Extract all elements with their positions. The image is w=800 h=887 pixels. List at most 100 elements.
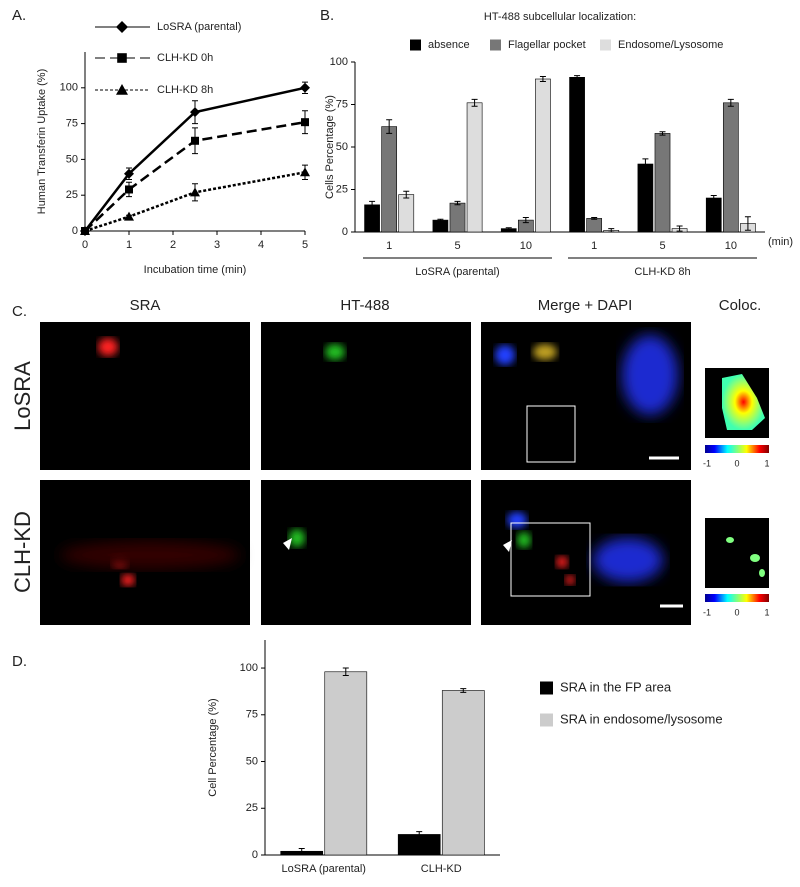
signal — [325, 344, 345, 360]
error-bar — [505, 227, 512, 230]
legend-label: SRA in endosome/lysosome — [560, 711, 723, 726]
y-tick-label: 0 — [72, 225, 78, 237]
signal — [517, 532, 531, 548]
signal — [533, 344, 557, 360]
arrowhead — [283, 538, 292, 550]
marker — [117, 53, 127, 63]
x-axis-label: Incubation time (min) — [144, 264, 247, 276]
y-tick-label: 0 — [252, 849, 258, 861]
bar — [432, 219, 449, 233]
image — [261, 480, 471, 625]
series-line — [84, 86, 306, 232]
y-axis-label: Human Transferin Uptake (%) — [36, 69, 48, 215]
y-axis-label: Cell Percentage (%) — [207, 698, 219, 796]
bar — [398, 194, 415, 233]
error-bar — [608, 228, 615, 233]
error-bar — [342, 667, 349, 677]
legend-label: CLH-KD 8h — [157, 84, 213, 96]
legend-label: absence — [428, 39, 470, 51]
error-bar — [727, 98, 734, 107]
x-tick-label: LoSRA (parental) — [282, 863, 366, 875]
panel-letter: B. — [320, 7, 334, 24]
error-bar — [460, 688, 467, 693]
x-tick-label: 10 — [520, 240, 532, 252]
marker — [125, 185, 133, 194]
y-axis-label: Cells Percentage (%) — [324, 95, 336, 199]
marker — [116, 84, 128, 95]
y-tick-label: 0 — [342, 226, 348, 238]
series-line — [84, 120, 306, 232]
signal — [495, 345, 515, 365]
marker — [116, 21, 128, 33]
x-tick-label: 3 — [214, 239, 220, 251]
bar — [364, 204, 380, 233]
group-label: LoSRA (parental) — [415, 266, 499, 278]
signal — [98, 338, 118, 356]
y-tick-label: 75 — [246, 709, 258, 721]
colorbar-tick: -1 — [703, 458, 711, 468]
error-bar — [437, 218, 444, 222]
signal — [121, 574, 135, 586]
error-bar — [454, 200, 461, 206]
bar — [722, 102, 739, 233]
inset-box — [526, 405, 576, 463]
column-label: Merge + DAPI — [538, 297, 633, 314]
coloc-region — [722, 374, 765, 430]
y-tick-label: 100 — [60, 82, 78, 94]
bar — [586, 218, 603, 233]
row-label: LoSRA — [10, 361, 35, 431]
error-bar — [416, 831, 423, 838]
error-bar — [574, 75, 581, 80]
y-tick-label: 75 — [336, 98, 348, 110]
y-tick-label: 50 — [66, 153, 78, 165]
group-label: CLH-KD 8h — [634, 266, 690, 278]
legend-label: CLH-KD 0h — [157, 52, 213, 64]
error-bar — [522, 217, 529, 224]
marker — [124, 168, 134, 179]
micrographs: SRA HT-488 Merge + DAPI Coloc. LoSRA CLH… — [10, 297, 770, 625]
legend-label: Endosome/Lysosome — [618, 39, 723, 51]
error-bar — [369, 200, 376, 209]
legend-label: Flagellar pocket — [508, 39, 586, 51]
colorbar-tick: -1 — [703, 607, 711, 617]
error-bar — [386, 119, 393, 134]
panel-letter: C. — [12, 303, 27, 320]
image — [261, 322, 471, 470]
legend-label: LoSRA (parental) — [157, 21, 241, 33]
x-tick-label: 1 — [386, 240, 392, 252]
error-bar — [403, 190, 410, 199]
legend-swatch — [540, 681, 553, 695]
legend-swatch — [600, 39, 611, 51]
signal — [507, 512, 527, 528]
error-bar — [298, 847, 305, 855]
signal — [565, 575, 575, 585]
marker — [300, 167, 310, 177]
colorbar-tick: 1 — [764, 458, 769, 468]
bar — [569, 77, 585, 233]
error-bar — [591, 217, 598, 220]
signal — [60, 541, 240, 569]
x-tick-label: 1 — [591, 240, 597, 252]
row-label: CLH-KD — [10, 511, 35, 593]
bar — [705, 197, 722, 233]
panel-letter: D. — [12, 653, 27, 670]
x-tick-label: 4 — [258, 239, 264, 251]
marker — [300, 82, 310, 93]
colorbar-tick: 1 — [764, 607, 769, 617]
bar — [441, 690, 485, 856]
error-bar — [744, 216, 751, 231]
y-tick-label: 50 — [336, 141, 348, 153]
series-line — [84, 171, 306, 233]
marker — [124, 211, 134, 221]
image — [40, 322, 250, 470]
signal — [556, 556, 568, 568]
signal — [622, 335, 678, 415]
error-bar — [676, 225, 683, 232]
arrowhead — [503, 540, 512, 552]
x-tick-label: 5 — [454, 240, 460, 252]
colorbar-tick: 0 — [734, 607, 739, 617]
error-bar — [710, 194, 717, 202]
y-tick-label: 25 — [246, 802, 258, 814]
legend-swatch — [540, 713, 553, 727]
